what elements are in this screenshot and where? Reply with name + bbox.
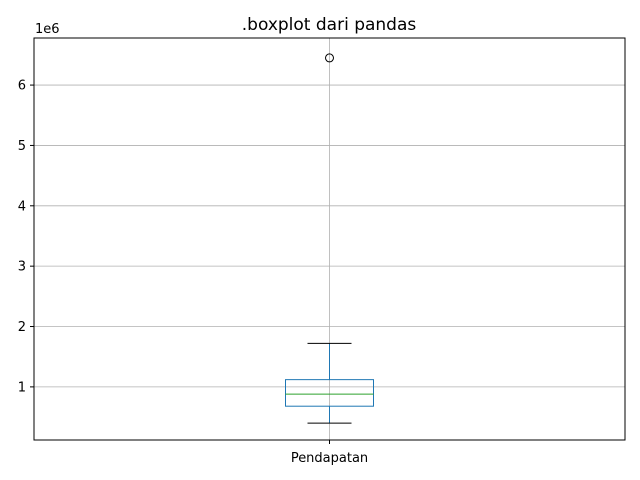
y-tick-label: 4 xyxy=(18,199,26,214)
y-tick-label: 2 xyxy=(18,320,26,335)
y-axis-ticks: 1 2 3 4 5 6 xyxy=(18,79,34,395)
chart-title: .boxplot dari pandas xyxy=(242,15,417,35)
y-tick-label: 1 xyxy=(18,380,26,395)
box-layer xyxy=(285,53,374,424)
y-tick-label: 3 xyxy=(18,260,26,275)
y-tick-label: 6 xyxy=(18,79,26,94)
x-category-label: Pendapatan xyxy=(291,451,368,466)
box-iqr xyxy=(285,379,374,407)
y-tick-label: 5 xyxy=(18,139,26,154)
x-axis-categories: Pendapatan xyxy=(291,440,368,466)
y-axis-offset-label: 1e6 xyxy=(35,22,60,37)
grid-lines xyxy=(34,38,625,440)
outlier-point xyxy=(325,53,334,63)
